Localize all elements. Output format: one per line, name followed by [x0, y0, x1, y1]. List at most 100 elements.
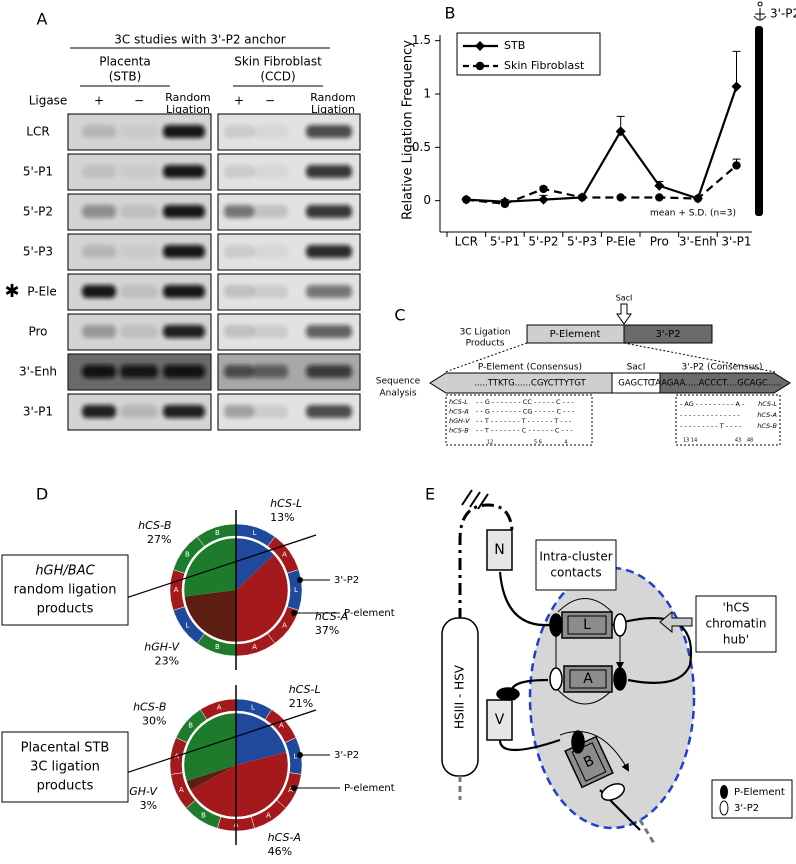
anchor-icon: [753, 1, 767, 21]
position: 12: [487, 440, 493, 446]
ring-letter: B: [215, 529, 220, 537]
pie-slice: [184, 590, 236, 642]
contact-arrow: [557, 598, 628, 771]
seq-box: [445, 394, 593, 446]
hub-arrow: [659, 610, 693, 634]
panel-label: D: [36, 485, 48, 504]
gel-band: [163, 205, 205, 218]
x-tick-label: 3'-Enh: [679, 235, 717, 249]
pie-title: random ligation: [14, 583, 117, 598]
x-tick-label: P-Ele: [606, 235, 636, 249]
sequence: .....TTKTG......CGYCTTYTGT: [474, 379, 586, 389]
ring-letter: L: [251, 703, 255, 711]
legend-label: P-Element: [734, 787, 785, 798]
ring-letter: B: [185, 551, 190, 559]
site-oval: [571, 730, 585, 754]
lane-label: Random: [165, 91, 211, 104]
ring-letter: A: [174, 586, 179, 594]
pointer-label: P-element: [344, 608, 395, 619]
pie-label: hCS-A: [268, 831, 301, 844]
gel-band: [252, 125, 288, 138]
element-box: N: [486, 529, 513, 571]
hub-box: [695, 595, 777, 653]
element-label: L: [583, 617, 591, 633]
seq-header: P-Element (Consensus): [478, 363, 582, 373]
row-label: 3'-P1: [23, 405, 53, 419]
gel-band: [120, 285, 158, 298]
panel-label: B: [445, 4, 456, 23]
anchor-label: 3'-P2: [770, 7, 796, 21]
gel-band: [306, 325, 352, 338]
gel-band: [163, 245, 205, 258]
ring-letter: A: [217, 703, 222, 711]
legend-marker: [475, 61, 485, 71]
gel-band: [120, 405, 158, 418]
marker: [655, 193, 664, 202]
row-name: hCS-A: [449, 408, 469, 416]
row-name: hGH-V: [449, 417, 470, 425]
pie-value: 23%: [155, 655, 179, 668]
pie-axis: [125, 534, 317, 599]
row-label: P-Ele: [27, 285, 57, 299]
gel-band: [82, 245, 116, 258]
annotation: mean + S.D. (n=3): [650, 209, 736, 219]
gel-band: [252, 325, 288, 338]
marker: [577, 193, 587, 202]
gel-band: [252, 165, 288, 178]
pointer-label: P-element: [344, 783, 395, 794]
group-name: Skin Fibroblast: [234, 55, 322, 69]
gel-band: [120, 165, 158, 178]
row-label: 5'-P3: [23, 245, 53, 259]
ring-letter: A: [288, 786, 293, 794]
panel-label: C: [394, 306, 405, 325]
row-name: hCS-B: [757, 422, 777, 430]
marker: [654, 180, 665, 191]
gel-band: [163, 125, 205, 138]
element-label: N: [494, 542, 504, 558]
lane-label: +: [94, 94, 104, 108]
x-tick-label: Pro: [650, 235, 669, 249]
pie-label: hGH-V: [144, 641, 180, 654]
dna-loop: [458, 503, 514, 620]
contacts-label: Intra-cluster: [539, 550, 612, 564]
legend-key: [719, 800, 729, 816]
row-label: LCR: [26, 125, 49, 139]
y-tick-label: 0.5: [412, 140, 431, 154]
marker: [693, 194, 703, 203]
pie-label: hGH-V: [122, 785, 158, 798]
gel-band: [120, 205, 158, 218]
position: 48: [747, 438, 753, 444]
series-line: [466, 86, 738, 203]
pie-slice: [236, 554, 288, 642]
gel-band: [82, 405, 116, 418]
gel-band: [252, 405, 288, 418]
product-label: P-Element: [550, 329, 601, 340]
gel-band: [252, 205, 288, 218]
products-label: Products: [466, 339, 505, 349]
pie-slice: [236, 713, 287, 765]
row-name: hCS-A: [757, 411, 777, 419]
pie-title: 3C ligation: [30, 760, 100, 775]
pie-axis: [125, 709, 317, 774]
gel-band: [163, 165, 205, 178]
gel-band: [82, 285, 116, 298]
x-tick-label: 5'-P1: [490, 235, 520, 249]
series-line: [466, 164, 738, 205]
ring-letter: A: [252, 643, 257, 651]
gel-band: [224, 245, 254, 258]
position: 43: [735, 438, 741, 444]
pointer-label: 3'-P2: [334, 750, 359, 761]
ring-letter: L: [186, 621, 190, 629]
marker: [462, 195, 471, 204]
site-oval: [496, 687, 520, 701]
legend-marker: [475, 41, 485, 51]
row-seq: - - G - - - - - - - CG - - - - - C - - -: [476, 408, 575, 416]
gel-band: [224, 125, 254, 138]
seq-header: 3'-P2 (Consensus): [682, 363, 763, 373]
element-box: L: [561, 611, 613, 639]
hs-label: HSIII - HSV: [453, 664, 467, 729]
seq-box: [675, 394, 781, 446]
row-label: 5'-P2: [23, 205, 53, 219]
guide: [623, 342, 776, 373]
